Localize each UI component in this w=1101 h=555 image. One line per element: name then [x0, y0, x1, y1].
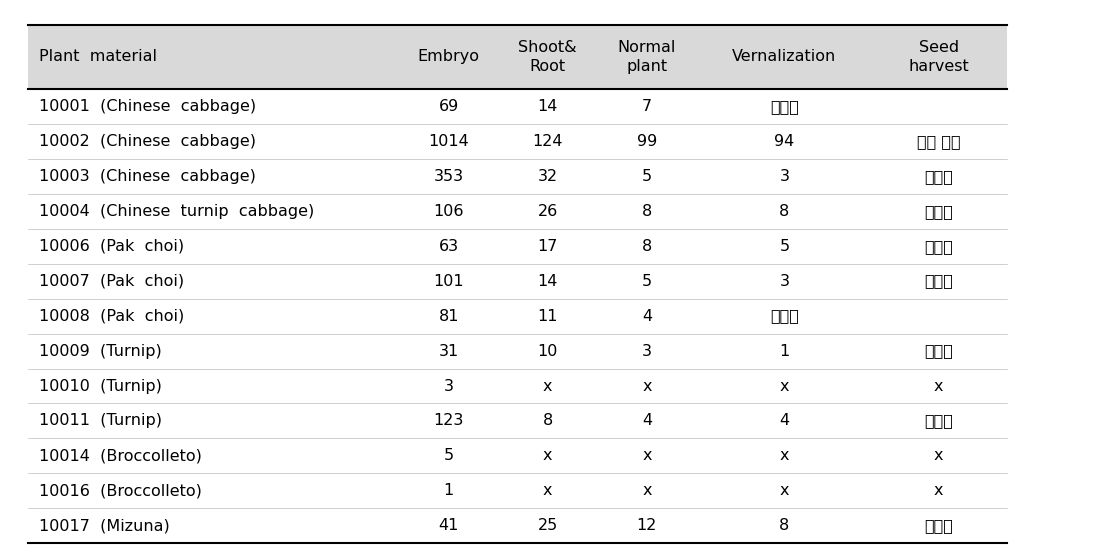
Text: 63: 63 — [438, 239, 459, 254]
Text: 10007  (Pak  choi): 10007 (Pak choi) — [39, 274, 184, 289]
Text: x: x — [934, 483, 944, 498]
Text: 101: 101 — [434, 274, 464, 289]
Text: 1: 1 — [780, 344, 789, 359]
Text: 10003  (Chinese  cabbage): 10003 (Chinese cabbage) — [39, 169, 255, 184]
Text: 채종중: 채종중 — [924, 239, 953, 254]
Text: 10001  (Chinese  cabbage): 10001 (Chinese cabbage) — [39, 99, 255, 114]
Text: x: x — [780, 448, 789, 463]
Text: 4: 4 — [780, 413, 789, 428]
Text: 8: 8 — [543, 413, 553, 428]
Text: Seed
harvest: Seed harvest — [908, 40, 969, 74]
Text: Plant  material: Plant material — [39, 49, 156, 64]
Text: Embryo: Embryo — [417, 49, 480, 64]
Text: Normal
plant: Normal plant — [618, 40, 676, 74]
Text: 5: 5 — [642, 169, 652, 184]
Text: 3: 3 — [780, 274, 789, 289]
Text: 81: 81 — [438, 309, 459, 324]
Text: 4: 4 — [642, 413, 652, 428]
Text: x: x — [934, 448, 944, 463]
Text: 3: 3 — [642, 344, 652, 359]
Text: 4: 4 — [642, 309, 652, 324]
Text: 124: 124 — [533, 134, 563, 149]
Text: 17: 17 — [537, 239, 558, 254]
Text: x: x — [642, 379, 652, 393]
Text: 5: 5 — [780, 239, 789, 254]
Text: x: x — [543, 448, 553, 463]
Text: x: x — [642, 483, 652, 498]
Text: 처리중: 처리중 — [770, 309, 799, 324]
Text: x: x — [780, 483, 789, 498]
Text: 8: 8 — [642, 239, 652, 254]
Text: 12: 12 — [636, 518, 657, 533]
Text: 3: 3 — [780, 169, 789, 184]
Text: 1: 1 — [444, 483, 454, 498]
Text: Shoot&
Root: Shoot& Root — [519, 40, 577, 74]
Text: 10014  (Broccolleto): 10014 (Broccolleto) — [39, 448, 201, 463]
Text: 10004  (Chinese  turnip  cabbage): 10004 (Chinese turnip cabbage) — [39, 204, 314, 219]
Text: 10006  (Pak  choi): 10006 (Pak choi) — [39, 239, 184, 254]
Text: 채종중: 채종중 — [924, 518, 953, 533]
Text: Vernalization: Vernalization — [732, 49, 837, 64]
Text: 11: 11 — [537, 309, 558, 324]
Text: 8: 8 — [780, 204, 789, 219]
Text: 7: 7 — [642, 99, 652, 114]
Text: 8: 8 — [780, 518, 789, 533]
Text: x: x — [543, 483, 553, 498]
Text: 3: 3 — [444, 379, 454, 393]
Text: 10: 10 — [537, 344, 558, 359]
Text: 10002  (Chinese  cabbage): 10002 (Chinese cabbage) — [39, 134, 255, 149]
Text: 10011  (Turnip): 10011 (Turnip) — [39, 413, 162, 428]
Text: 353: 353 — [434, 169, 464, 184]
Text: 8: 8 — [642, 204, 652, 219]
Text: 26: 26 — [537, 204, 558, 219]
Text: 31: 31 — [438, 344, 459, 359]
Text: x: x — [780, 379, 789, 393]
Text: 25: 25 — [537, 518, 558, 533]
Bar — [28, 25, 1007, 89]
Text: 5: 5 — [642, 274, 652, 289]
Text: 94: 94 — [774, 134, 795, 149]
Text: 채종중: 채종중 — [924, 169, 953, 184]
Text: 채종중: 채종중 — [924, 344, 953, 359]
Text: 14: 14 — [537, 274, 558, 289]
Text: 14: 14 — [537, 99, 558, 114]
Text: 채종 실패: 채종 실패 — [917, 134, 960, 149]
Text: 채종중: 채종중 — [924, 274, 953, 289]
Text: 106: 106 — [434, 204, 464, 219]
Text: 69: 69 — [438, 99, 459, 114]
Text: 99: 99 — [636, 134, 657, 149]
Text: 10017  (Mizuna): 10017 (Mizuna) — [39, 518, 170, 533]
Text: x: x — [543, 379, 553, 393]
Text: 32: 32 — [537, 169, 558, 184]
Text: 5: 5 — [444, 448, 454, 463]
Text: 채종중: 채종중 — [924, 413, 953, 428]
Text: 10009  (Turnip): 10009 (Turnip) — [39, 344, 161, 359]
Text: 채종중: 채종중 — [924, 204, 953, 219]
Text: 처리중: 처리중 — [770, 99, 799, 114]
Text: 123: 123 — [434, 413, 464, 428]
Text: 10008  (Pak  choi): 10008 (Pak choi) — [39, 309, 184, 324]
Text: x: x — [934, 379, 944, 393]
Text: 1014: 1014 — [428, 134, 469, 149]
Text: 10010  (Turnip): 10010 (Turnip) — [39, 379, 162, 393]
Text: 10016  (Broccolleto): 10016 (Broccolleto) — [39, 483, 201, 498]
Text: 41: 41 — [438, 518, 459, 533]
Text: x: x — [642, 448, 652, 463]
